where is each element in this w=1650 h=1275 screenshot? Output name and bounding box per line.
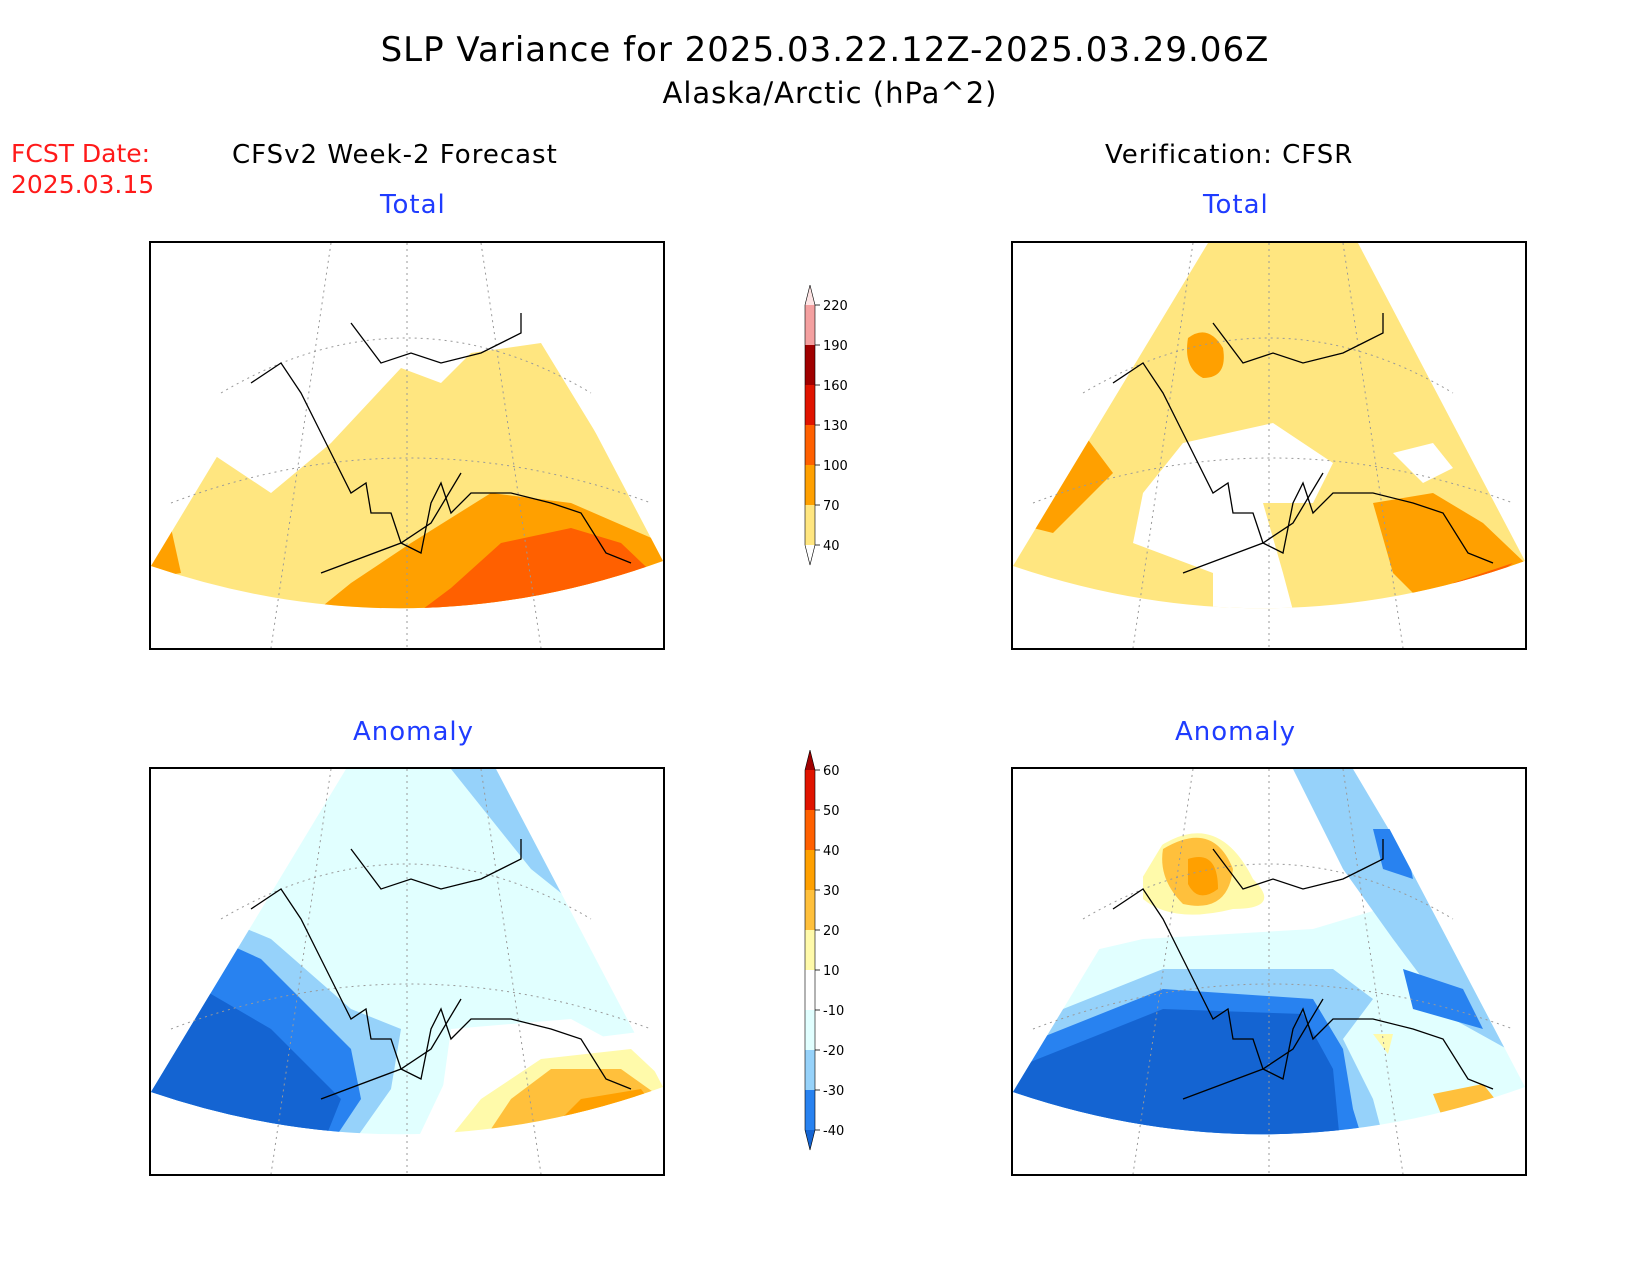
anomaly-colorbar: -40 -30 -20 -10 10 20 30 40 50 60 (804, 750, 844, 1151)
orange-spot (1188, 857, 1218, 896)
white-region-east (1393, 443, 1453, 483)
colorbar-box (805, 345, 815, 385)
colorbar-bottom-triangle (805, 545, 815, 565)
top-left-panel-label: Total (380, 190, 446, 220)
orange-south-edge (1093, 613, 1193, 648)
colorbar-box (805, 385, 815, 425)
colorbar-tick-label: 50 (823, 804, 840, 819)
verification-anomaly-map (1011, 767, 1527, 1176)
colorbar-top-triangle (805, 750, 815, 770)
colorbar-tick-label: 40 (823, 844, 840, 859)
colorbar-tick-label: 40 (823, 539, 840, 554)
colorbar-box (805, 1050, 815, 1090)
orange-west-edge (151, 528, 181, 578)
colorbar-tick-label: 190 (823, 339, 848, 354)
verification-total-map (1011, 241, 1527, 650)
fcst-date-block: FCST Date: 2025.03.15 (11, 138, 154, 200)
figure-title: SLP Variance for 2025.03.22.12Z-2025.03.… (380, 30, 1270, 70)
colorbar-tick-label: 160 (823, 379, 848, 394)
top-right-panel-label: Total (1203, 190, 1269, 220)
coastline (1112, 839, 1494, 1090)
colorbar-tick-label: 60 (823, 764, 840, 779)
colorbar-box (805, 970, 815, 1010)
coastline (250, 313, 632, 564)
light-blue-east-strip (1293, 769, 1525, 1059)
colorbar-top-triangle (805, 285, 815, 305)
colorbar-tick-label: 220 (823, 299, 848, 314)
bottom-right-panel-label: Anomaly (1175, 717, 1297, 747)
forecast-anomaly-map (149, 767, 665, 1176)
total-colorbar: 40 70 100 130 160 190 220 (804, 285, 848, 566)
colorbar-tick-label: -10 (823, 1004, 844, 1019)
colorbar-box (805, 850, 815, 890)
orange-spot-north (1187, 332, 1224, 378)
colorbar-outline (804, 750, 816, 1151)
mid-blue-east-spots (1373, 829, 1483, 1029)
colorbar-tick-label: 30 (823, 884, 840, 899)
colorbar-box (805, 810, 815, 850)
colorbar-box (805, 305, 815, 345)
dark-orange-region (371, 528, 663, 609)
colorbar-tick-label: 100 (823, 459, 848, 474)
colorbar-box (805, 465, 815, 505)
colorbar-box (805, 930, 815, 970)
colorbar-tick-label: 20 (823, 924, 840, 939)
colorbar-box (805, 770, 815, 810)
fcst-date-value: 2025.03.15 (11, 170, 155, 199)
white-region-center (1133, 423, 1333, 609)
left-column-heading: CFSv2 Week-2 Forecast (232, 140, 558, 170)
coastline (1112, 313, 1494, 564)
colorbar-tick-label: -20 (823, 1044, 844, 1059)
colorbar-tick-label: -30 (823, 1084, 844, 1099)
light-blue-north-strip (451, 769, 581, 909)
forecast-total-map (149, 241, 665, 650)
right-column-heading: Verification: CFSR (1105, 140, 1354, 170)
colorbar-box (805, 425, 815, 465)
fcst-date-label: FCST Date: (11, 139, 151, 168)
colorbar-tick-label: 10 (823, 964, 840, 979)
colorbar-box (805, 890, 815, 930)
colorbar-tick-label: -40 (823, 1124, 844, 1139)
colorbar-tick-label: 130 (823, 419, 848, 434)
colorbar-box (805, 1010, 815, 1050)
bottom-left-panel-label: Anomaly (353, 717, 475, 747)
colorbar-box (805, 505, 815, 545)
coastline (250, 839, 632, 1090)
colorbar-tick-label: 70 (823, 499, 840, 514)
colorbar-bottom-triangle (805, 1130, 815, 1150)
pale-yellow-spot-se (1373, 1034, 1393, 1054)
colorbar-box (805, 1090, 815, 1130)
figure-subtitle: Alaska/Arctic (hPa^2) (662, 76, 998, 110)
